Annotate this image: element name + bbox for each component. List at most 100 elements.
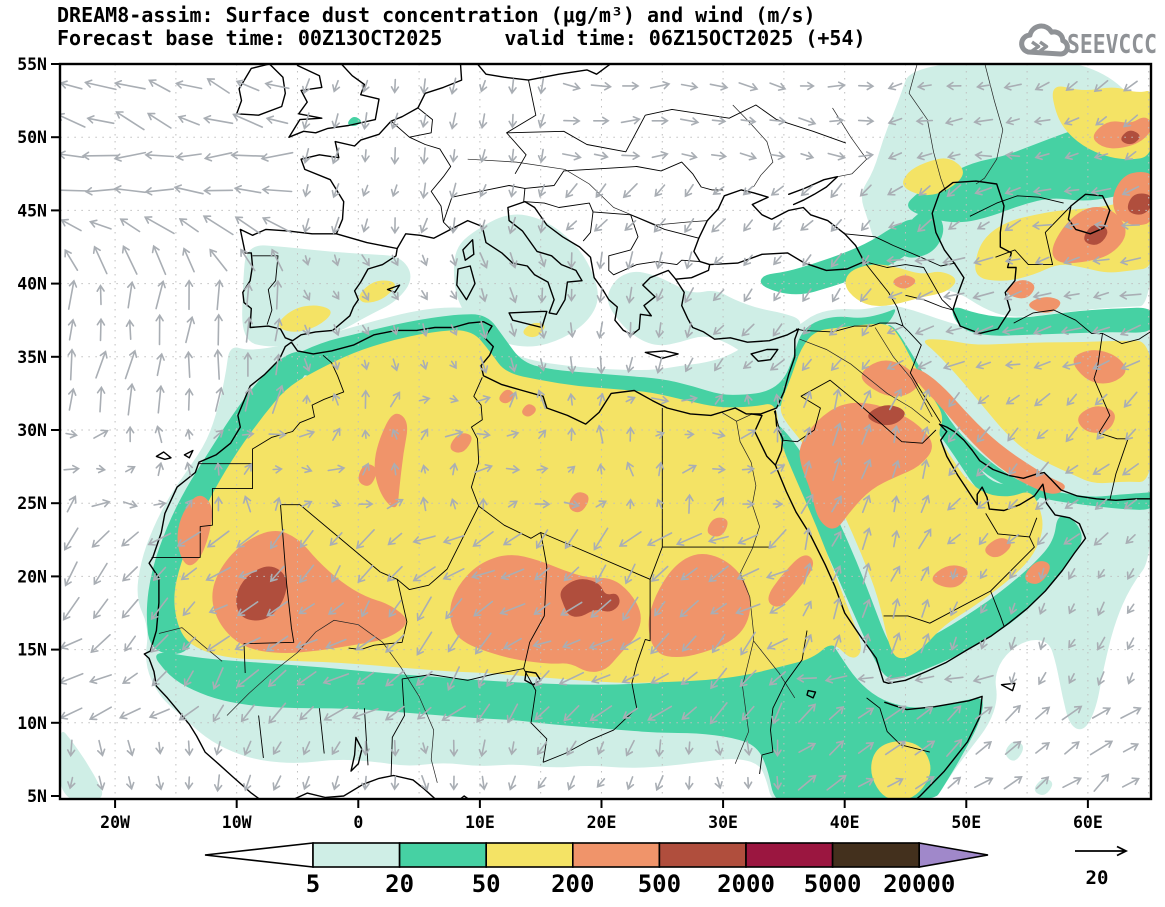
river-line	[975, 64, 1004, 185]
wind-arrow-icon	[240, 704, 255, 723]
wind-arrows	[60, 77, 1142, 793]
wind-arrow-icon	[536, 741, 548, 756]
border-line	[506, 114, 646, 153]
lon-tick-label: 0	[353, 813, 363, 832]
wind-arrow-icon	[562, 82, 581, 91]
wind-arrow-icon	[567, 427, 576, 441]
dust-region-salmon	[1025, 561, 1050, 584]
wind-arrow-icon	[1068, 638, 1076, 649]
wind-arrow-icon	[178, 705, 200, 721]
wind-arrow-icon	[534, 567, 550, 581]
wind-arrow-icon	[1004, 740, 1022, 755]
wind-arrow-icon	[590, 674, 611, 684]
wind-arrow-icon	[206, 635, 230, 652]
wind-arrow-icon	[798, 117, 817, 126]
wind-arrow-icon	[184, 776, 194, 791]
wind-arrow-icon	[212, 704, 225, 723]
wind-arrow-icon	[684, 322, 693, 339]
wind-arrow-icon	[1091, 707, 1112, 719]
wind-arrow-icon	[230, 151, 265, 160]
wind-arrow-icon	[261, 216, 293, 234]
lat-tick-label: 25N	[17, 494, 47, 513]
wind-arrow-icon	[302, 148, 311, 164]
wind-arrow-icon	[625, 286, 635, 304]
colorbar-segment	[831, 842, 920, 868]
wind-arrow-icon	[478, 113, 488, 130]
wind-arrow-icon	[1096, 429, 1107, 440]
coastline	[884, 695, 983, 799]
wind-arrow-icon	[332, 392, 341, 406]
wind-arrow-icon	[244, 386, 254, 412]
wind-arrow-icon	[829, 116, 845, 125]
wind-arrow-icon	[711, 116, 727, 126]
wind-arrow-icon	[802, 288, 812, 303]
border-line	[985, 513, 1030, 538]
wind-arrow-icon	[1006, 533, 1020, 545]
wind-arrow-icon	[1064, 741, 1080, 755]
wind-arrow-icon	[1094, 393, 1108, 406]
wind-arrow-icon	[444, 429, 464, 438]
wind-arrow-icon	[151, 670, 168, 687]
wind-arrow-icon	[1061, 361, 1082, 370]
wind-arrow-icon	[361, 740, 370, 757]
wind-arrow-icon	[322, 673, 350, 685]
wind-arrow-icon	[944, 117, 963, 126]
wind-arrow-icon	[914, 256, 935, 265]
wind-arrow-icon	[127, 280, 136, 309]
wind-arrow-icon	[978, 532, 989, 546]
wind-arrow-icon	[449, 290, 458, 300]
dust-region-green	[952, 307, 1151, 336]
wind-arrow-icon	[532, 640, 552, 649]
valid-time: valid time: 06Z15OCT2025 (+54)	[504, 26, 866, 50]
wind-arrow-icon	[122, 500, 139, 509]
wind-arrow-icon	[479, 775, 488, 791]
lon-tick-label: 60E	[1073, 813, 1103, 832]
wind-arrow-icon	[60, 638, 83, 650]
logo-text: SEEVCCC	[1067, 30, 1157, 60]
wind-arrow-icon	[681, 706, 697, 720]
wind-arrow-icon	[538, 321, 547, 340]
wind-arrow-icon	[684, 218, 695, 234]
wind-arrow-icon	[302, 741, 311, 756]
wind-arrow-icon	[593, 151, 609, 161]
wind-arrow-icon	[537, 287, 547, 304]
wind-arrow-icon	[1121, 777, 1140, 788]
wind-arrow-icon	[1126, 603, 1135, 615]
wind-arrow-icon	[357, 564, 374, 584]
coastline	[456, 265, 476, 301]
wind-arrow-icon	[979, 568, 988, 580]
wind-arrow-icon	[596, 741, 605, 756]
wind-arrow-icon	[537, 148, 547, 164]
wind-arrow-icon	[655, 288, 664, 302]
rivers	[158, 64, 1004, 783]
wind-arrow-icon	[507, 500, 518, 509]
dust-region-salmon	[1006, 280, 1035, 299]
wind-arrow-icon	[1038, 567, 1047, 581]
wind-arrow-icon	[884, 674, 906, 684]
wind-arrow-icon	[741, 705, 755, 721]
wind-arrow-icon	[180, 567, 198, 581]
wind-arrow-icon	[1092, 256, 1110, 265]
wind-arrow-icon	[650, 565, 669, 583]
wind-arrow-icon	[1005, 704, 1022, 722]
wind-arrow-icon	[151, 244, 167, 276]
wind-arrow-icon	[260, 151, 294, 162]
wind-arrow-icon	[1032, 186, 1052, 196]
wind-arrow-icon	[1003, 82, 1022, 91]
wind-arrow-icon	[942, 360, 965, 371]
wind-arrow-icon	[857, 742, 875, 754]
wind-arrow-icon	[152, 566, 167, 582]
cloud-arrow-icon	[1031, 40, 1049, 53]
wind-arrow-icon	[1126, 568, 1135, 581]
wind-arrow-icon	[391, 428, 400, 440]
wind-arrow-icon	[887, 152, 903, 161]
wind-arrow-icon	[1123, 80, 1138, 92]
wind-arrow-icon	[567, 322, 576, 339]
wind-arrow-icon	[268, 702, 287, 724]
wind-arrow-icon	[744, 740, 753, 757]
wind-arrow-icon	[386, 565, 403, 582]
wind-arrow-icon	[361, 254, 370, 267]
wind-arrow-icon	[155, 461, 164, 477]
wind-arrow-icon	[1093, 221, 1109, 230]
wind-arrow-icon	[859, 288, 872, 303]
